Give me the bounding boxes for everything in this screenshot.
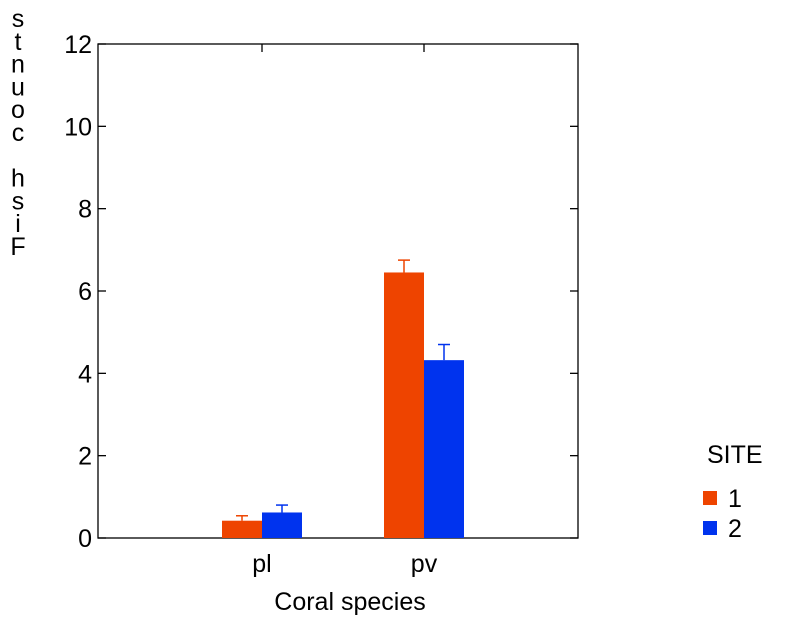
bar [384, 272, 424, 538]
y-axis-title-char: u [11, 73, 25, 101]
y-axis-title-char: s [12, 5, 25, 33]
plot-area: 0 2 4 6 8 10 12 pl pv [64, 31, 579, 578]
legend-swatch [703, 491, 717, 505]
y-tick-label: 12 [64, 31, 92, 59]
bar [262, 512, 302, 538]
plot-frame [97, 43, 579, 539]
y-axis-title-char: F [10, 233, 25, 261]
bar [222, 520, 262, 538]
x-axis-title: Coral species [274, 588, 425, 616]
y-axis-title-char: o [11, 96, 25, 124]
x-tick-label: pv [411, 550, 438, 578]
y-tick-label: 2 [78, 443, 92, 471]
legend-title: SITE [707, 441, 763, 469]
y-axis-title-char: h [11, 165, 25, 193]
y-tick-label: 10 [64, 113, 92, 141]
y-axis-title-char: t [15, 28, 22, 56]
y-tick-label: 4 [78, 360, 92, 388]
y-tick-label: 0 [78, 525, 92, 553]
legend-label: 1 [728, 485, 742, 513]
legend-swatch [703, 521, 717, 535]
legend: SITE 12 [703, 441, 763, 543]
y-tick-label: 8 [78, 196, 92, 224]
y-axis-title-char: s [12, 187, 25, 215]
y-tick-label: 6 [78, 278, 92, 306]
x-tick-label: pl [252, 550, 271, 578]
y-axis-title-char: i [15, 210, 21, 238]
legend-label: 2 [728, 515, 742, 543]
y-axis-title-char: c [12, 119, 25, 147]
y-axis-title-char: n [11, 51, 25, 79]
bar [424, 360, 464, 538]
